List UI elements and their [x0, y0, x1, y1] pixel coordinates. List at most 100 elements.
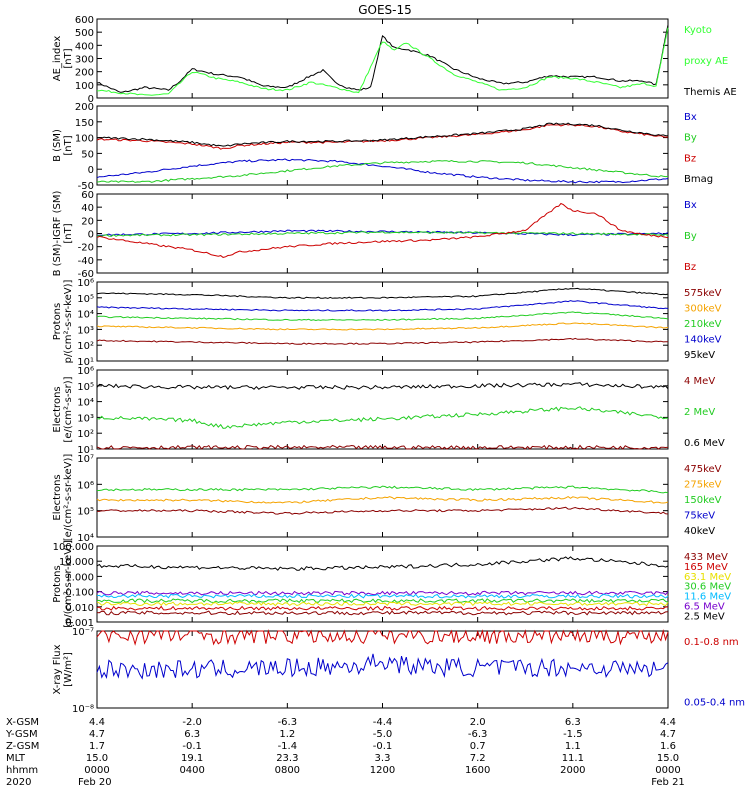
- ephemeris-value: -5.0: [373, 729, 393, 740]
- panel-frame: [96, 545, 669, 623]
- series-line: [96, 287, 669, 299]
- legend-item: By: [684, 133, 697, 144]
- y-tick-label: 150: [75, 118, 94, 129]
- series-line: [96, 382, 669, 390]
- ephemeris-value: -0.1: [182, 741, 202, 752]
- legend-item: 300keV: [684, 304, 722, 315]
- legend-item: 4 MeV: [684, 376, 715, 387]
- legend-item: 210keV: [684, 319, 722, 330]
- y-axis-label: Protonsp/(cm²-s-sr-keV)]: [52, 280, 74, 364]
- series-line: [96, 322, 669, 331]
- series-line: [96, 159, 669, 183]
- y-axis-label-line: p/(cm²-s-sr-keV)]: [63, 280, 74, 364]
- ephemeris-value: 4.7: [89, 729, 105, 740]
- series-line: [96, 311, 669, 322]
- ephemeris-value: Feb 20: [78, 777, 112, 788]
- y-tick-label: 600: [75, 15, 94, 26]
- y-axis-label-line: AE_index: [52, 36, 63, 82]
- y-tick-label: 10⁵: [77, 382, 94, 393]
- y-tick-label: 40: [81, 203, 94, 214]
- ephemeris-value: 0000: [84, 765, 109, 776]
- y-tick-label: 10⁷: [77, 454, 94, 465]
- legend-item: 150keV: [684, 495, 722, 506]
- legend-item: 140keV: [684, 335, 722, 346]
- y-tick-label: 20: [81, 216, 94, 227]
- legend-item: Bmag: [684, 174, 713, 185]
- y-axis-label-line: X-ray Flux: [52, 644, 63, 694]
- panel-protons1: 10¹10²10³10⁴10⁵10⁶Protonsp/(cm²-s-sr-keV…: [52, 278, 722, 368]
- ephemeris-value: Feb 21: [651, 777, 685, 788]
- series-line: [97, 593, 669, 599]
- series-line: [96, 229, 669, 237]
- y-tick-label: 0: [88, 230, 94, 241]
- panel-frame: [96, 281, 669, 362]
- ephemeris-value: 4.4: [660, 717, 676, 728]
- ephemeris-value: 2.0: [470, 717, 486, 728]
- legend-item: 575keV: [684, 288, 722, 299]
- y-tick-label: 10⁶: [77, 278, 94, 289]
- y-tick-label: 400: [75, 41, 94, 52]
- y-tick-label: 0: [88, 94, 94, 105]
- ephemeris-label: 2020: [6, 777, 31, 788]
- y-tick-label: 300: [75, 55, 94, 66]
- ephemeris-value: 0800: [275, 765, 300, 776]
- ephemeris-value: 1.2: [279, 729, 295, 740]
- y-tick-label: 100: [75, 134, 94, 145]
- legend-item: 11.6 MeV: [684, 592, 731, 603]
- chart-title: GOES-15: [358, 3, 412, 17]
- series-line: [96, 158, 669, 184]
- ephemeris-value: 2000: [560, 765, 585, 776]
- y-tick-label: -60: [78, 269, 94, 280]
- series-line: [96, 605, 668, 611]
- legend-item: 95keV: [684, 350, 715, 361]
- ephemeris-value: -1.5: [563, 729, 583, 740]
- legend-item: Bz: [684, 153, 696, 164]
- ephemeris-value: 15.0: [86, 753, 108, 764]
- ephemeris-value: 19.1: [181, 753, 203, 764]
- y-axis-label: B (SM)[nT]: [52, 129, 74, 162]
- y-tick-label: -20: [78, 243, 94, 254]
- ephemeris-label: Y-GSM: [5, 729, 38, 740]
- ephemeris-value: 1.7: [89, 741, 105, 752]
- y-axis-label-line: B (SM)-IGRF (SM): [52, 191, 63, 277]
- series-line: [96, 123, 669, 150]
- ephemeris-value: 1.1: [565, 741, 581, 752]
- series-line: [96, 27, 669, 96]
- ephemeris-value: 0000: [655, 765, 680, 776]
- y-tick-label: 10¹: [77, 357, 94, 368]
- y-tick-label: -50: [78, 181, 94, 192]
- y-tick-label: 50: [81, 149, 94, 160]
- series-line: [96, 24, 669, 93]
- y-tick-label: 0: [88, 165, 94, 176]
- panel-electrons1: 10¹10²10³10⁴10⁵10⁶Electrons[e/(cm²-s-sr)…: [52, 366, 725, 456]
- y-axis-label-line: [e/(cm²-s-sr)]: [63, 376, 74, 442]
- panel-frame: [96, 630, 669, 709]
- ephemeris-value: -6.3: [278, 717, 298, 728]
- y-tick-label: 500: [75, 28, 94, 39]
- y-tick-label: 10³: [77, 325, 94, 336]
- panel-frame: [96, 105, 669, 186]
- legend-item: 0.05-0.4 nm: [684, 697, 745, 708]
- ephemeris-value: 23.3: [276, 753, 298, 764]
- y-axis-label-line: Electrons: [52, 474, 63, 520]
- panel-ae: 0100200300400500600AE_index[nT]Kyotoprox…: [52, 15, 737, 105]
- y-axis-label: Protons[p/(cm²-s-sr-keV)]: [52, 540, 74, 628]
- ephemeris-value: 4.7: [660, 729, 676, 740]
- ephemeris-value: 0.7: [470, 741, 486, 752]
- y-tick-label: 10⁴: [77, 533, 94, 544]
- y-tick-label: 10⁶: [77, 480, 94, 491]
- ephemeris-value: 6.3: [184, 729, 200, 740]
- series-line: [96, 337, 668, 345]
- y-axis-label-line: [nT]: [63, 135, 74, 155]
- ephemeris-value: 7.2: [470, 753, 486, 764]
- series-line: [96, 590, 669, 596]
- y-tick-label: 0.001: [65, 618, 94, 629]
- y-axis-label-line: B (SM): [52, 129, 63, 162]
- series-line: [96, 601, 669, 607]
- y-tick-label: 10.000: [59, 557, 94, 568]
- panel-xray: 10⁻⁸ 10⁻⁷ X-ray Flux[W/m²] 0.1-0.8 nm 0.05-0…: [52, 627, 745, 715]
- series-line: [97, 485, 669, 494]
